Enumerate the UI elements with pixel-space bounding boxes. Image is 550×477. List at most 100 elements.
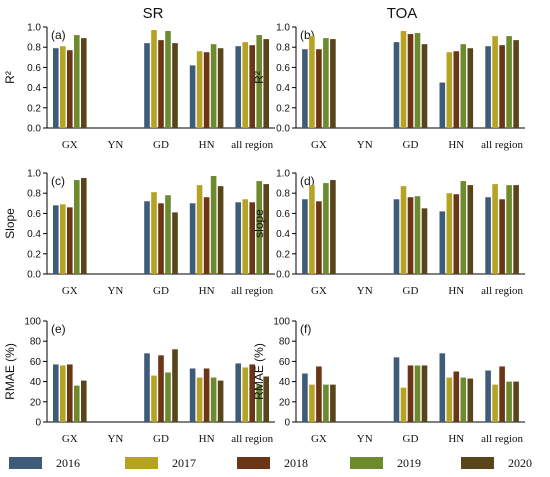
y-tick-label: 100 — [24, 317, 41, 328]
y-tick-label: 0.2 — [276, 249, 290, 260]
bar-gx-2016 — [53, 364, 59, 422]
y-tick-label: 40 — [279, 377, 291, 388]
bar-hn-2018 — [203, 197, 210, 274]
y-axis-label: R² — [252, 71, 266, 84]
bar-gd-2018 — [158, 203, 164, 274]
x-category-label: all region — [231, 433, 273, 445]
x-category-label: all region — [481, 139, 523, 151]
y-tick-label: 60 — [279, 357, 291, 368]
y-tick-label: 0.6 — [27, 63, 41, 74]
bar-all-region-2017 — [492, 384, 498, 422]
bar-gd-2019 — [165, 372, 171, 422]
bar-hn-2016 — [189, 203, 196, 274]
bar-hn-2017 — [446, 52, 453, 128]
bar-hn-2019 — [460, 44, 467, 128]
bar-gx-2016 — [302, 49, 308, 128]
bar-gx-2018 — [67, 50, 73, 129]
bar-all-region-2017 — [242, 42, 248, 128]
x-category-label: YN — [107, 139, 123, 151]
legend-label-2020: 2020 — [508, 456, 532, 470]
bar-all-region-2016 — [235, 46, 241, 128]
bar-gd-2018 — [407, 34, 414, 128]
y-tick-label: 1.0 — [276, 23, 290, 34]
bar-all-region-2020 — [513, 40, 519, 128]
bar-hn-2017 — [446, 377, 453, 422]
y-tick-label: 0.2 — [27, 249, 41, 260]
y-tick-label: 0.0 — [276, 124, 290, 135]
bar-gd-2018 — [158, 355, 164, 422]
bar-all-region-2016 — [485, 370, 491, 422]
y-tick-label: 0.0 — [276, 270, 290, 281]
y-tick-label: 80 — [30, 337, 42, 348]
panel-b: 0.00.20.40.60.81.0R²(b)GX YN GD HN all regio… — [252, 23, 525, 151]
bar-hn-2018 — [453, 371, 460, 422]
x-category-label: HN — [199, 285, 215, 297]
bar-gd-2019 — [165, 31, 171, 128]
bar-gx-2020 — [81, 178, 87, 274]
y-tick-label: 0 — [284, 418, 290, 429]
y-tick-label: 0.6 — [276, 63, 290, 74]
bar-gd-2019 — [165, 195, 171, 274]
bar-all-region-2018 — [499, 366, 505, 422]
y-tick-label: 0.8 — [276, 43, 290, 54]
bar-hn-2016 — [439, 82, 446, 128]
x-category-label: YN — [107, 285, 123, 297]
bar-hn-2017 — [196, 51, 203, 128]
bar-all-region-2018 — [249, 45, 255, 128]
bar-gd-2020 — [421, 208, 428, 274]
y-tick-label: 0.8 — [276, 189, 290, 200]
legend-label-2017: 2017 — [172, 456, 196, 470]
bar-hn-2018 — [203, 368, 210, 422]
bar-gx-2016 — [302, 199, 308, 274]
bar-hn-2020 — [217, 186, 224, 274]
x-category-label: YN — [107, 433, 123, 445]
x-category-label: all region — [231, 285, 273, 297]
panel-e: 0 20 40 60 80 100 RMAE (%) (e) GX YN GD HN all regio… — [3, 317, 275, 445]
bar-gx-2020 — [330, 180, 336, 274]
bar-gd-2018 — [407, 197, 414, 274]
bar-gx-2019 — [323, 183, 329, 274]
panel-tag: (a) — [51, 28, 66, 42]
bar-gx-2017 — [60, 365, 66, 422]
bar-gd-2017 — [151, 192, 157, 274]
bar-gx-2017 — [309, 185, 315, 274]
bar-all-region-2020 — [263, 376, 269, 422]
y-tick-label: 100 — [273, 317, 290, 328]
bar-all-region-2019 — [506, 36, 512, 129]
y-tick-label: 60 — [30, 357, 42, 368]
bar-gd-2019 — [414, 33, 421, 129]
bar-all-region-2018 — [249, 202, 255, 274]
bar-gd-2016 — [393, 42, 400, 128]
bar-gx-2016 — [302, 373, 308, 422]
y-tick-label: 0.8 — [27, 43, 41, 54]
legend-swatch-2017 — [125, 457, 158, 469]
y-tick-label: 0.4 — [276, 83, 290, 94]
y-tick-label: 0.6 — [276, 209, 290, 220]
bar-all-region-2020 — [263, 39, 269, 129]
legend-swatch-2016 — [9, 457, 42, 469]
bar-gd-2019 — [414, 196, 421, 274]
x-category-label: HN — [199, 433, 215, 445]
panel-f: 0 20 40 60 80 100 RMAE (%) (f) GX YN GD HN all regio… — [252, 317, 525, 445]
y-tick-label: 0.2 — [27, 103, 41, 114]
bar-gx-2020 — [81, 38, 87, 128]
bar-gx-2016 — [53, 205, 59, 274]
x-category-label: GX — [311, 139, 327, 151]
x-category-label: GD — [153, 139, 169, 151]
bar-gx-2019 — [74, 385, 80, 422]
bar-all-region-2017 — [492, 36, 498, 129]
bar-all-region-2019 — [256, 181, 262, 274]
x-category-label: GD — [153, 433, 169, 445]
x-category-label: YN — [357, 285, 373, 297]
bar-all-region-2017 — [492, 184, 498, 274]
bar-gx-2018 — [67, 207, 73, 274]
bar-gx-2017 — [60, 46, 66, 128]
bar-gd-2016 — [393, 357, 400, 422]
bar-all-region-2019 — [256, 384, 262, 422]
bar-gd-2020 — [421, 44, 428, 128]
bar-gx-2020 — [330, 39, 336, 129]
y-tick-label: 20 — [30, 397, 42, 408]
bar-gd-2017 — [151, 30, 157, 129]
legend: 2016 2017 2018 2019 2020 — [9, 456, 532, 470]
bar-gx-2018 — [316, 201, 322, 274]
